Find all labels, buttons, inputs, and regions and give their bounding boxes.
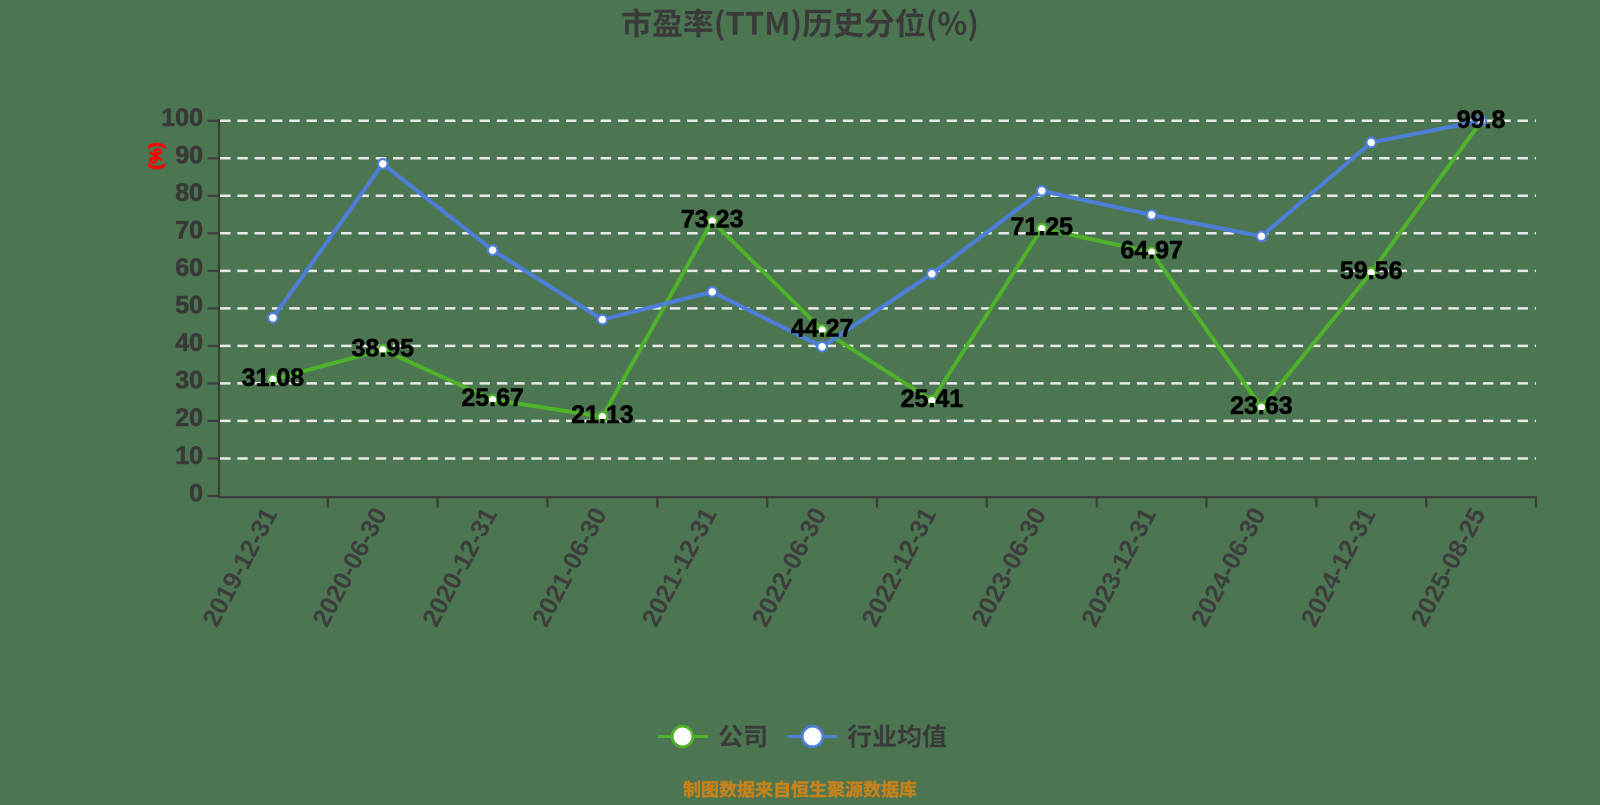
svg-text:25.41: 25.41	[901, 385, 964, 413]
svg-text:73.23: 73.23	[681, 206, 744, 234]
svg-text:80: 80	[175, 179, 203, 207]
svg-text:2024-12-31: 2024-12-31	[1296, 503, 1382, 631]
svg-text:21.13: 21.13	[571, 401, 634, 429]
svg-text:25.67: 25.67	[461, 384, 524, 412]
svg-text:10: 10	[175, 442, 203, 470]
svg-text:99.8: 99.8	[1457, 106, 1506, 134]
svg-text:60: 60	[175, 254, 203, 282]
svg-text:2025-08-25: 2025-08-25	[1406, 503, 1492, 631]
svg-text:40: 40	[175, 329, 203, 357]
svg-text:31.08: 31.08	[242, 364, 305, 392]
svg-text:20: 20	[175, 404, 203, 432]
svg-text:70: 70	[175, 217, 203, 245]
svg-text:0: 0	[189, 479, 203, 507]
svg-text:59.56: 59.56	[1340, 257, 1403, 285]
svg-text:50: 50	[175, 292, 203, 320]
svg-text:2021-12-31: 2021-12-31	[637, 503, 723, 631]
svg-text:38.95: 38.95	[352, 334, 415, 362]
svg-text:2022-12-31: 2022-12-31	[856, 503, 942, 631]
svg-text:2023-06-30: 2023-06-30	[966, 503, 1052, 631]
svg-text:71.25: 71.25	[1011, 213, 1074, 241]
svg-text:2024-06-30: 2024-06-30	[1186, 503, 1272, 631]
svg-text:2022-06-30: 2022-06-30	[747, 503, 833, 631]
svg-text:30: 30	[175, 367, 203, 395]
svg-text:44.27: 44.27	[791, 314, 854, 342]
svg-text:2023-12-31: 2023-12-31	[1076, 503, 1162, 631]
svg-text:2020-06-30: 2020-06-30	[307, 503, 393, 631]
svg-text:(%): (%)	[146, 142, 166, 169]
svg-text:23.63: 23.63	[1230, 392, 1293, 420]
svg-text:100: 100	[161, 104, 203, 132]
svg-text:2019-12-31: 2019-12-31	[197, 503, 283, 631]
svg-text:2020-12-31: 2020-12-31	[417, 503, 503, 631]
svg-text:64.97: 64.97	[1120, 237, 1183, 265]
svg-text:90: 90	[175, 142, 203, 170]
svg-text:2021-06-30: 2021-06-30	[527, 503, 613, 631]
